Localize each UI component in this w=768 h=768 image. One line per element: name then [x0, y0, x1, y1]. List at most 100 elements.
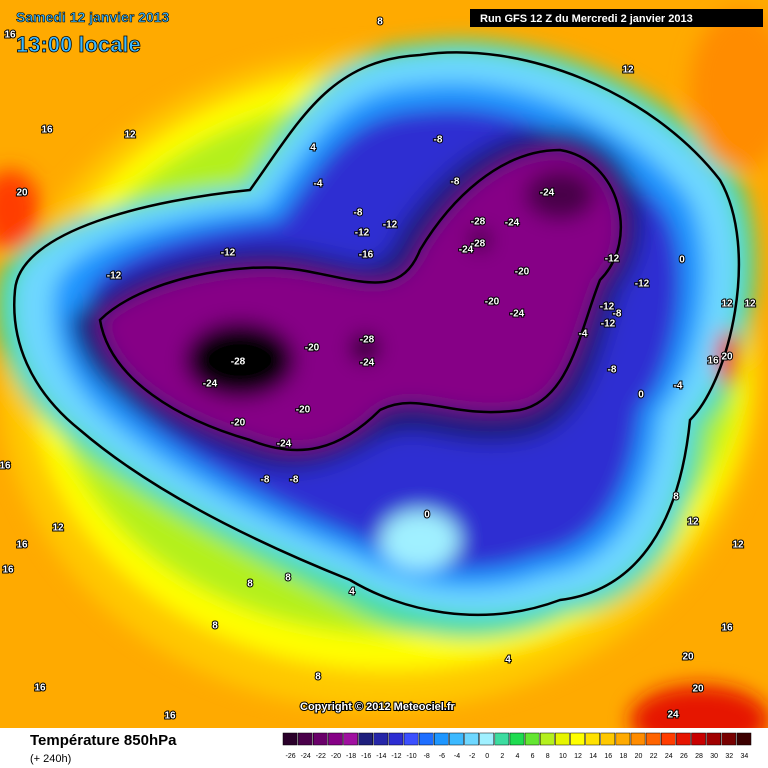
contour-label: 4 — [310, 143, 316, 154]
legend-swatch — [494, 732, 510, 746]
footer-title: Température 850hPa — [30, 732, 177, 749]
contour-label: 20 — [16, 188, 28, 199]
legend-swatch — [328, 732, 343, 746]
contour-label: -28 — [360, 335, 375, 346]
contour-label: -12 — [635, 279, 650, 290]
legend-swatch — [721, 732, 737, 746]
legend-label: -4 — [454, 753, 460, 760]
contour-label: 20 — [692, 684, 704, 695]
contour-label: 16 — [721, 623, 733, 634]
legend-swatch — [736, 732, 752, 746]
run-info: Run GFS 12 Z du Mercredi 2 janvier 2013 — [480, 13, 693, 25]
contour-label: -20 — [515, 267, 530, 278]
contour-label: 12 — [732, 540, 744, 551]
contour-label: 16 — [16, 540, 28, 551]
legend-label: -14 — [376, 753, 386, 760]
legend-swatch — [509, 732, 525, 746]
legend-label: 32 — [725, 753, 733, 760]
contour-label: 8 — [377, 17, 383, 28]
contour-label: -8 — [261, 475, 270, 486]
contour-label: -28 — [231, 357, 246, 368]
contour-label: -12 — [355, 228, 370, 239]
legend-label: 34 — [741, 753, 749, 760]
legend-swatch — [691, 732, 706, 746]
contour-label: 0 — [424, 510, 430, 521]
contour-label: -4 — [314, 179, 323, 190]
contour-label: -20 — [231, 418, 246, 429]
contour-label: -12 — [221, 248, 236, 259]
contour-label: 12 — [124, 130, 136, 141]
legend-label: 18 — [620, 753, 628, 760]
legend-label: -2 — [469, 753, 475, 760]
legend-label: -24 — [301, 753, 311, 760]
legend-label: 0 — [485, 753, 489, 760]
contour-label: -24 — [277, 439, 292, 450]
contour-label: 0 — [638, 390, 644, 401]
contour-label: -20 — [296, 405, 311, 416]
legend-label: 28 — [695, 753, 703, 760]
contour-label: -24 — [360, 358, 375, 369]
legend-swatch — [570, 732, 585, 746]
legend-swatch — [676, 732, 691, 746]
legend-label: 22 — [650, 753, 658, 760]
contour-label: 8 — [212, 621, 218, 632]
legend-label: 26 — [680, 753, 688, 760]
footer-lead: (+ 240h) — [30, 753, 71, 765]
run-banner — [470, 9, 763, 27]
legend-swatch — [615, 732, 631, 746]
legend-label: 10 — [559, 753, 567, 760]
contour-label: 20 — [721, 352, 733, 363]
contour-label: 8 — [673, 492, 679, 503]
contour-label: 12 — [52, 523, 64, 534]
legend-swatch — [555, 732, 570, 746]
contour-label: -12 — [600, 302, 615, 313]
contour-label: -12 — [601, 319, 616, 330]
legend-swatch — [660, 732, 676, 746]
legend-swatch — [343, 732, 358, 746]
legend-swatch — [449, 732, 464, 746]
legend-label: 24 — [665, 753, 673, 760]
contour-label: -8 — [290, 475, 299, 486]
legend-label: -18 — [346, 753, 356, 760]
contour-label: -8 — [613, 309, 622, 320]
contour-label: 12 — [687, 517, 699, 528]
legend-label: 4 — [516, 753, 520, 760]
legend-label: 2 — [500, 753, 504, 760]
legend-label: 30 — [710, 753, 718, 760]
legend-swatch — [282, 732, 298, 746]
contour-label: 0 — [679, 255, 685, 266]
legend-swatch — [630, 732, 646, 746]
legend-swatch — [524, 732, 540, 746]
contour-label: 16 — [707, 356, 719, 367]
contour-label: -24 — [510, 309, 525, 320]
contour-label: -20 — [485, 297, 500, 308]
legend-label: -20 — [331, 753, 341, 760]
legend-swatch — [297, 732, 313, 746]
local-time: 13:00 locale — [16, 32, 141, 57]
legend-label: 6 — [531, 753, 535, 760]
legend-swatch — [388, 732, 404, 746]
legend-swatch — [373, 732, 389, 746]
legend-label: 14 — [589, 753, 597, 760]
legend-label: -12 — [391, 753, 401, 760]
legend-label: -6 — [439, 753, 445, 760]
contour-label: 16 — [2, 565, 14, 576]
contour-label: 12 — [744, 299, 756, 310]
contour-label: -8 — [451, 177, 460, 188]
legend-swatch — [706, 732, 721, 746]
contour-label: 16 — [4, 30, 16, 41]
contour-label: -12 — [383, 220, 398, 231]
contour-label: 4 — [505, 655, 511, 666]
contour-label: 24 — [667, 710, 679, 721]
legend-swatch — [585, 732, 600, 746]
copyright: Copyright © 2012 Meteociel.fr — [300, 701, 456, 713]
date: Samedi 12 janvier 2013 — [16, 9, 170, 25]
legend-swatch — [313, 732, 328, 746]
contour-label: -4 — [674, 381, 683, 392]
legend-swatch — [418, 732, 434, 746]
legend-label: 16 — [604, 753, 612, 760]
contour-label: -20 — [305, 343, 320, 354]
contour-label: -12 — [605, 254, 620, 265]
